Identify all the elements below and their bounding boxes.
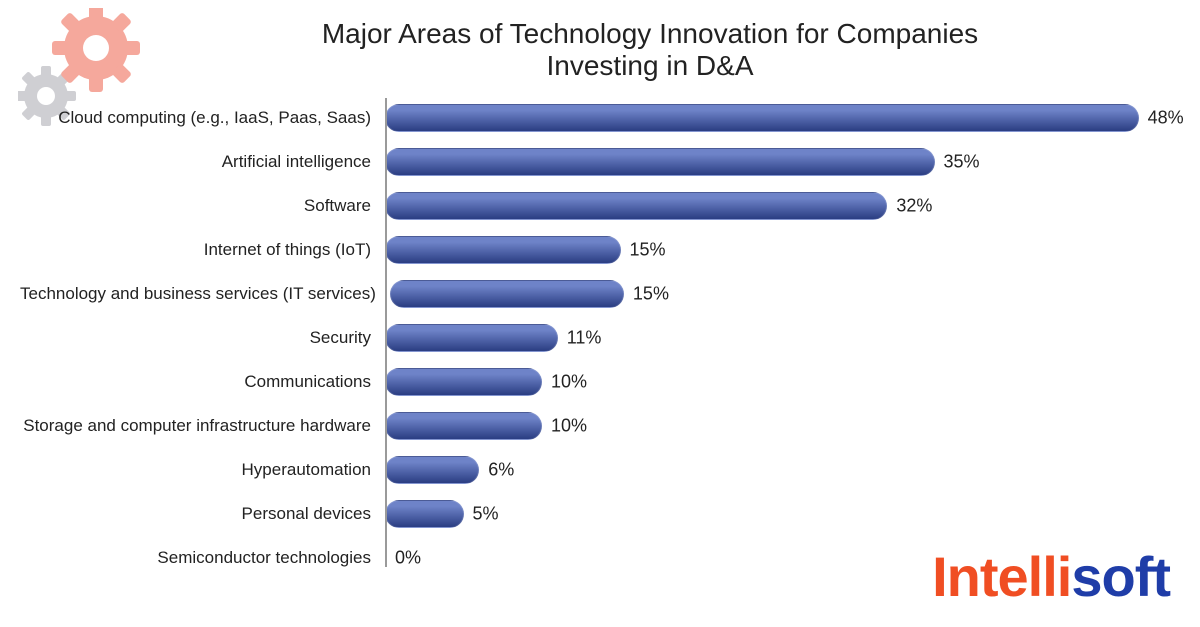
chart-row: Technology and business services (IT ser…: [20, 274, 1170, 314]
bar-area: 48%: [385, 98, 1170, 138]
value-label: 0%: [395, 548, 421, 569]
bar-chart: Cloud computing (e.g., IaaS, Paas, Saas)…: [20, 98, 1170, 577]
bar-area: 5%: [385, 494, 1170, 534]
value-label: 32%: [896, 196, 932, 217]
category-label: Semiconductor technologies: [20, 548, 385, 568]
category-label: Communications: [20, 372, 385, 392]
value-label: 6%: [488, 460, 514, 481]
bar: 10%: [385, 412, 542, 440]
category-label: Personal devices: [20, 504, 385, 524]
value-label: 48%: [1148, 108, 1184, 129]
chart-title-line2: Investing in D&A: [160, 50, 1140, 82]
chart-row: Personal devices5%: [20, 494, 1170, 534]
value-label: 5%: [473, 504, 499, 525]
bar-area: 35%: [385, 142, 1170, 182]
bar-area: 11%: [385, 318, 1170, 358]
bar: 5%: [385, 500, 464, 528]
category-label: Cloud computing (e.g., IaaS, Paas, Saas): [20, 108, 385, 128]
chart-row: Artificial intelligence35%: [20, 142, 1170, 182]
category-label: Technology and business services (IT ser…: [20, 284, 390, 304]
bar-area: 15%: [390, 274, 1170, 314]
brand-logo: Intellisoft: [932, 549, 1170, 605]
bar-area: 10%: [385, 406, 1170, 446]
value-label: 10%: [551, 416, 587, 437]
value-label: 15%: [630, 240, 666, 261]
value-label: 11%: [567, 328, 602, 349]
bar: 48%: [385, 104, 1139, 132]
value-label: 35%: [944, 152, 980, 173]
chart-row: Communications10%: [20, 362, 1170, 402]
bar: 15%: [385, 236, 621, 264]
bar-area: 32%: [385, 186, 1170, 226]
bar-area: 6%: [385, 450, 1170, 490]
bar: 11%: [385, 324, 558, 352]
bar-area: 10%: [385, 362, 1170, 402]
value-label: 15%: [633, 284, 669, 305]
chart-row: Hyperautomation6%: [20, 450, 1170, 490]
bar: 10%: [385, 368, 542, 396]
bar-area: 15%: [385, 230, 1170, 270]
category-label: Artificial intelligence: [20, 152, 385, 172]
chart-title: Major Areas of Technology Innovation for…: [160, 18, 1140, 82]
bar: 15%: [390, 280, 624, 308]
value-label: 10%: [551, 372, 587, 393]
category-label: Software: [20, 196, 385, 216]
chart-row: Cloud computing (e.g., IaaS, Paas, Saas)…: [20, 98, 1170, 138]
brand-part-b: soft: [1071, 545, 1170, 608]
chart-title-line1: Major Areas of Technology Innovation for…: [160, 18, 1140, 50]
category-label: Storage and computer infrastructure hard…: [20, 416, 385, 436]
chart-row: Storage and computer infrastructure hard…: [20, 406, 1170, 446]
category-label: Security: [20, 328, 385, 348]
chart-row: Security11%: [20, 318, 1170, 358]
bar: 35%: [385, 148, 935, 176]
y-axis-line: [385, 98, 387, 567]
chart-row: Software32%: [20, 186, 1170, 226]
bar: 6%: [385, 456, 479, 484]
category-label: Hyperautomation: [20, 460, 385, 480]
bar: 32%: [385, 192, 887, 220]
chart-row: Internet of things (IoT)15%: [20, 230, 1170, 270]
category-label: Internet of things (IoT): [20, 240, 385, 260]
brand-part-a: Intelli: [932, 545, 1071, 608]
